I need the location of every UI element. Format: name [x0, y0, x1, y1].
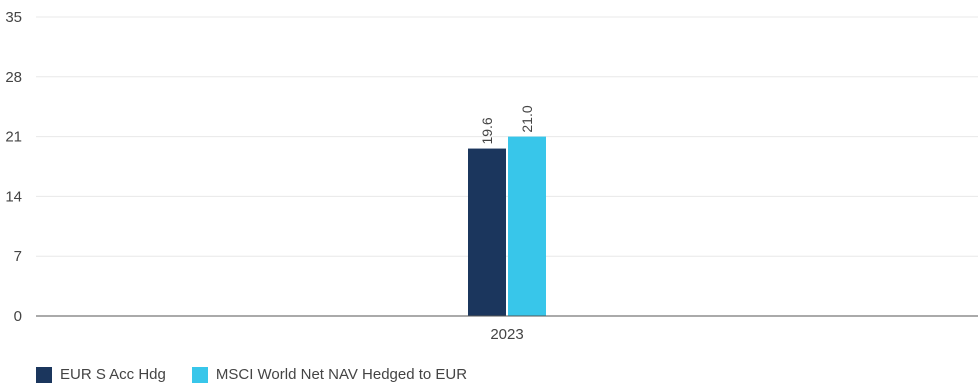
legend-swatch-0	[36, 366, 52, 383]
x-axis-categories: 2023	[490, 326, 523, 343]
y-tick-label-1: 7	[14, 248, 22, 265]
legend: EUR S Acc Hdg MSCI World Net NAV Hedged …	[36, 366, 493, 383]
bars	[468, 136, 546, 316]
legend-label-0: EUR S Acc Hdg	[60, 366, 166, 383]
x-category-label-0: 2023	[490, 326, 523, 343]
bar-0-0	[468, 148, 506, 316]
y-tick-label-3: 21	[5, 129, 22, 146]
bar-1-0	[508, 136, 546, 316]
y-axis-ticks: 0 7 14 21 28 35	[5, 9, 22, 325]
data-label-1-0: 21.0	[519, 105, 535, 132]
y-tick-label-4: 28	[5, 69, 22, 86]
y-tick-label-2: 14	[5, 188, 22, 205]
legend-label-1: MSCI World Net NAV Hedged to EUR	[215, 366, 468, 383]
y-tick-label-0: 0	[14, 308, 22, 325]
legend-swatch-1	[191, 366, 208, 383]
y-tick-label-5: 35	[5, 9, 22, 26]
legend-item-1: MSCI World Net NAV Hedged to EUR	[191, 366, 468, 383]
legend-item-0: EUR S Acc Hdg	[36, 366, 166, 383]
data-label-0-0: 19.6	[479, 117, 495, 144]
gridlines	[36, 16, 978, 257]
data-labels: 19.6 21.0	[479, 105, 535, 144]
